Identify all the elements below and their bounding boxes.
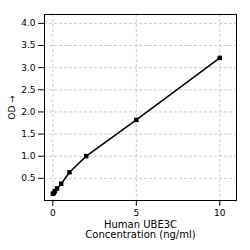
svg-text:OD →: OD → xyxy=(7,95,17,120)
svg-text:Human UBE3CConcentration (ng/m: Human UBE3CConcentration (ng/ml) xyxy=(85,219,195,240)
svg-text:0.5: 0.5 xyxy=(21,173,35,183)
svg-text:0: 0 xyxy=(50,208,56,218)
svg-text:2.5: 2.5 xyxy=(21,85,35,95)
svg-text:3.5: 3.5 xyxy=(21,40,35,50)
svg-text:1.0: 1.0 xyxy=(21,151,36,161)
svg-text:10: 10 xyxy=(214,208,226,218)
svg-text:5: 5 xyxy=(133,208,139,218)
svg-text:2.0: 2.0 xyxy=(21,107,36,117)
svg-text:1.5: 1.5 xyxy=(21,129,35,139)
svg-text:4.0: 4.0 xyxy=(21,18,36,28)
svg-text:3.0: 3.0 xyxy=(21,63,36,73)
